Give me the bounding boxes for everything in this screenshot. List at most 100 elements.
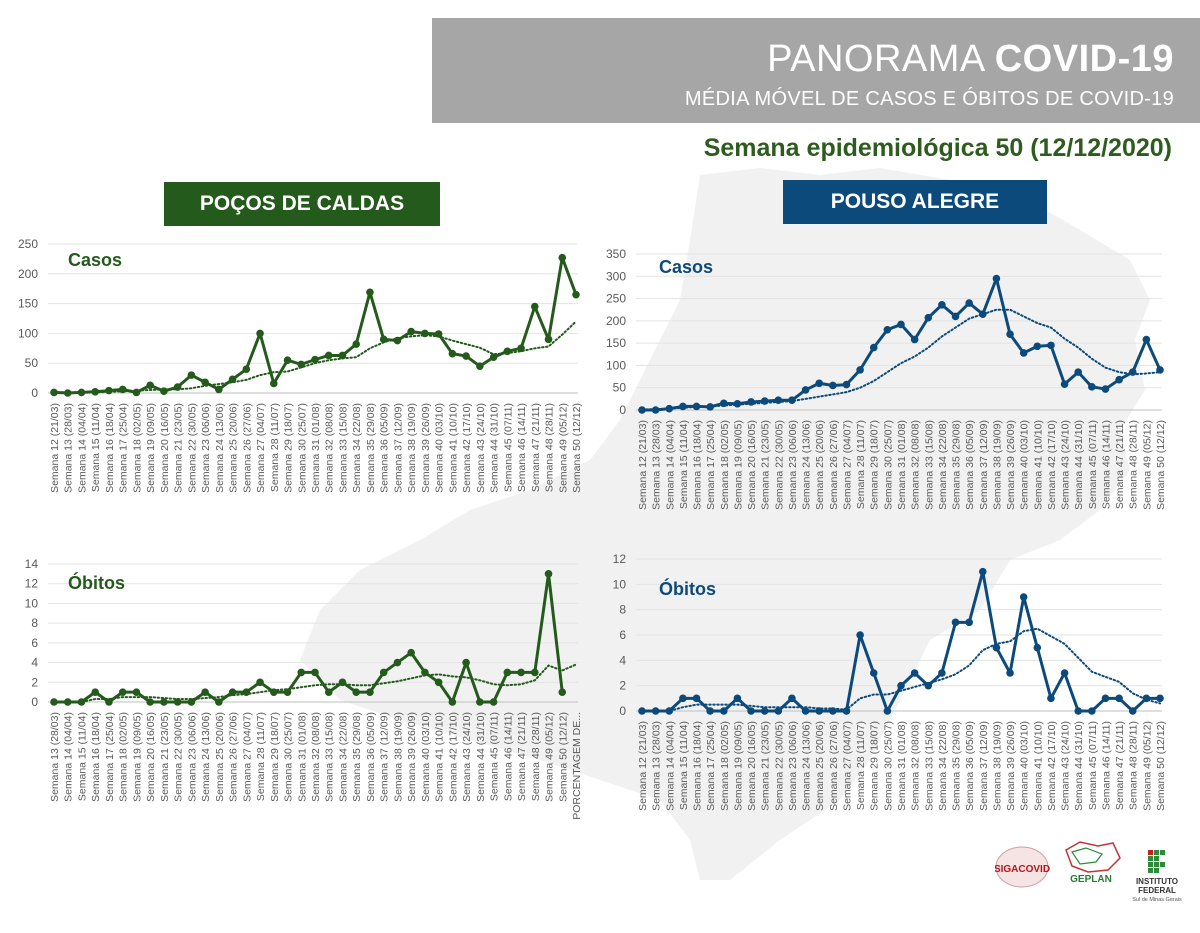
data-point <box>379 335 388 344</box>
y-tick-label: 0 <box>619 403 626 417</box>
data-point <box>651 707 660 715</box>
x-tick-label: Semana 19 (09/05) <box>732 420 744 510</box>
x-tick-label: Semana 33 (15/08) <box>923 721 935 811</box>
y-tick-label: 200 <box>18 267 38 281</box>
data-point <box>733 694 742 703</box>
x-tick-label: Semana 29 (18/07) <box>869 420 881 510</box>
data-point <box>1128 707 1137 715</box>
data-point <box>719 707 728 715</box>
x-tick-label: Semana 49 (05/12) <box>544 712 556 802</box>
data-point <box>747 398 755 406</box>
data-point <box>692 402 701 411</box>
x-tick-label: Semana 31 (01/08) <box>310 403 322 493</box>
data-point <box>530 668 539 677</box>
x-tick-label: Semana 23 (06/06) <box>787 721 799 811</box>
x-tick-label: Semana 35 (29/08) <box>365 403 377 493</box>
data-point <box>297 668 306 677</box>
y-tick-label: 14 <box>25 557 39 571</box>
data-point <box>352 340 361 348</box>
x-tick-label: Semana 49 (05/12) <box>557 403 569 493</box>
y-tick-label: 2 <box>31 675 38 689</box>
x-tick-label: Semana 21 (23/05) <box>760 721 772 811</box>
data-point <box>1074 368 1083 376</box>
y-tick-label: 200 <box>606 314 626 328</box>
chart-title: Óbitos <box>68 572 125 593</box>
x-tick-label: Semana 37 (12/09) <box>978 420 990 510</box>
x-tick-label: Semana 12 (21/03) <box>637 721 649 811</box>
data-point <box>160 387 168 396</box>
x-tick-label: Semana 36 (05/09) <box>964 721 976 811</box>
data-point <box>324 688 333 696</box>
data-point <box>421 668 429 677</box>
data-point <box>187 698 196 706</box>
x-tick-label: Semana 43 (24/10) <box>475 403 487 493</box>
data-point <box>856 631 864 639</box>
data-point <box>311 355 319 364</box>
data-point <box>379 668 388 677</box>
data-point <box>897 681 905 690</box>
x-tick-label: Semana 26 (27/06) <box>228 712 240 802</box>
x-tick-label: Semana 30 (25/07) <box>882 420 894 510</box>
x-tick-label: Semana 44 (31/10) <box>1073 721 1085 811</box>
x-tick-label: Semana 30 (25/07) <box>296 403 308 493</box>
x-tick-label: Semana 35 (29/08) <box>951 721 963 811</box>
x-tick-label: Semana 28 (11/07) <box>269 403 281 492</box>
x-tick-label: Semana 32 (08/08) <box>310 712 322 802</box>
x-tick-label: Semana 31 (01/08) <box>896 721 908 811</box>
y-tick-label: 6 <box>31 636 38 650</box>
data-point <box>1047 341 1055 350</box>
data-point <box>1115 694 1123 703</box>
y-tick-label: 8 <box>31 616 38 630</box>
data-point <box>352 688 361 696</box>
data-point <box>1006 330 1014 339</box>
x-tick-label: Semana 38 (19/09) <box>991 721 1003 811</box>
data-point <box>256 678 264 687</box>
y-tick-label: 250 <box>18 237 38 251</box>
data-point <box>951 312 960 321</box>
data-point <box>1088 383 1096 391</box>
y-tick-label: 250 <box>606 292 626 306</box>
moving-average-line <box>641 308 1161 411</box>
x-tick-label: Semana 18 (02/05) <box>719 420 731 510</box>
x-tick-label: Semana 50 (12/12) <box>1155 721 1167 811</box>
data-point <box>146 381 154 390</box>
data-point <box>462 658 470 667</box>
x-tick-label: Semana 15 (11/04) <box>678 420 690 509</box>
x-tick-label: Semana 40 (03/10) <box>420 712 432 802</box>
y-tick-label: 0 <box>31 386 38 400</box>
x-tick-label: Semana 48 (28/11) <box>1128 721 1140 810</box>
geplan-logo: GEPLAN <box>1065 841 1121 885</box>
data-point <box>638 406 646 414</box>
x-tick-label: Semana 42 (17/10) <box>461 403 473 493</box>
x-tick-label: Semana 25 (20/06) <box>814 721 826 811</box>
x-tick-label: Semana 24 (13/06) <box>200 712 212 802</box>
x-tick-label: Semana 34 (22/08) <box>937 420 949 510</box>
y-tick-label: 6 <box>619 628 626 642</box>
data-point <box>883 707 892 715</box>
x-tick-label: Semana 23 (06/06) <box>186 712 198 802</box>
y-tick-label: 350 <box>606 247 626 261</box>
x-tick-label: Semana 45 (07/11) <box>1087 721 1099 810</box>
y-tick-label: 4 <box>31 656 38 670</box>
data-point <box>1060 669 1069 677</box>
data-point <box>910 335 919 344</box>
y-tick-label: 12 <box>25 577 39 591</box>
data-point <box>228 375 237 384</box>
x-tick-label: Semana 44 (31/10) <box>475 712 487 802</box>
x-tick-label: Semana 29 (18/07) <box>269 712 281 802</box>
data-point <box>951 618 960 627</box>
x-tick-label: Semana 41 (10/10) <box>1032 721 1044 811</box>
x-tick-label: Semana 28 (11/07) <box>855 721 867 810</box>
x-tick-label: Semana 17 (25/04) <box>705 420 717 510</box>
data-point <box>242 365 251 373</box>
x-tick-label: Semana 28 (11/07) <box>855 420 867 509</box>
x-tick-label: Semana 23 (06/06) <box>200 403 212 493</box>
data-point <box>1128 368 1137 376</box>
x-tick-label: Semana 19 (09/05) <box>732 721 744 811</box>
data-point <box>1142 335 1151 344</box>
x-tick-label: Semana 19 (09/05) <box>131 712 143 802</box>
x-tick-label: Semana 37 (12/09) <box>978 721 990 811</box>
data-point <box>1060 380 1069 388</box>
if-logo-line1: INSTITUTO <box>1136 877 1178 886</box>
